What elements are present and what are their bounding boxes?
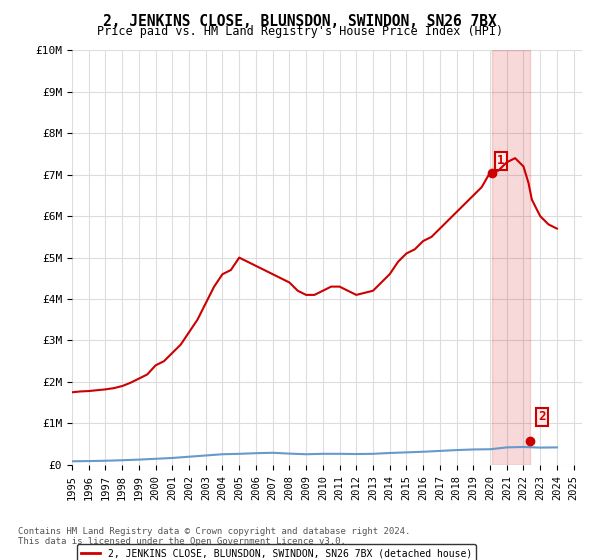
- Text: Contains HM Land Registry data © Crown copyright and database right 2024.
This d: Contains HM Land Registry data © Crown c…: [18, 526, 410, 546]
- Text: 1: 1: [497, 154, 505, 167]
- Bar: [492, 50, 530, 465]
- Legend: 2, JENKINS CLOSE, BLUNSDON, SWINDON, SN26 7BX (detached house), HPI: Average pri: 2, JENKINS CLOSE, BLUNSDON, SWINDON, SN2…: [77, 544, 476, 560]
- Text: Price paid vs. HM Land Registry's House Price Index (HPI): Price paid vs. HM Land Registry's House …: [97, 25, 503, 38]
- Text: 2, JENKINS CLOSE, BLUNSDON, SWINDON, SN26 7BX: 2, JENKINS CLOSE, BLUNSDON, SWINDON, SN2…: [103, 14, 497, 29]
- Text: 2: 2: [538, 410, 545, 423]
